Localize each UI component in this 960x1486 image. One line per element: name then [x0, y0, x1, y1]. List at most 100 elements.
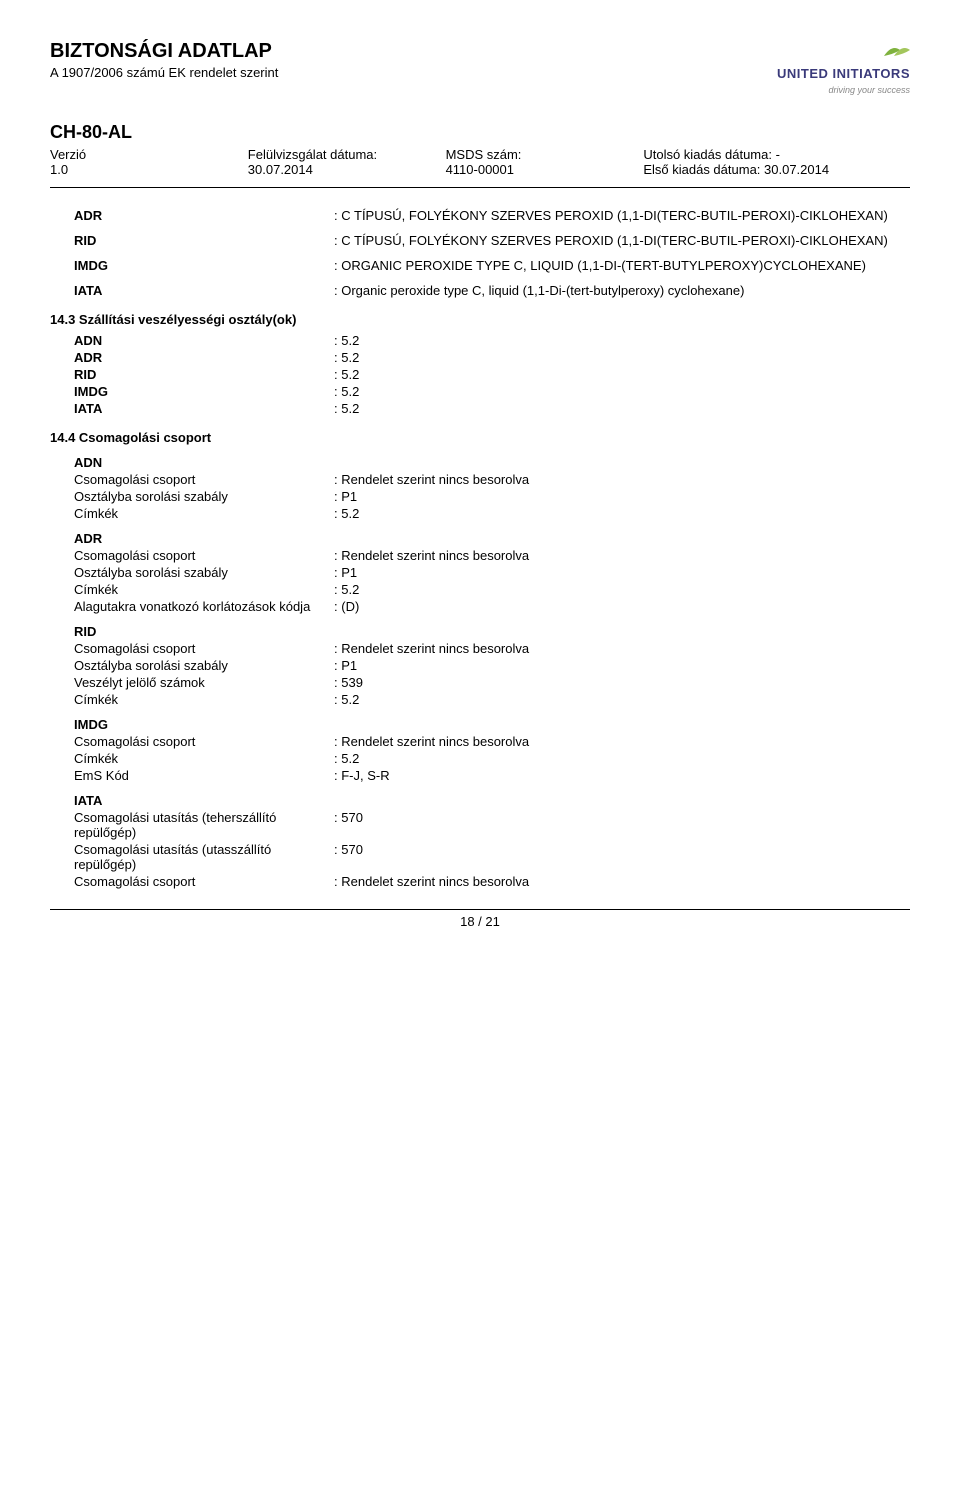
page-number: 18 / 21 — [460, 914, 500, 929]
rid-pkg-value: Rendelet szerint nincs besorolva — [334, 641, 910, 656]
imdg-ems-row: EmS KódF-J, S-R — [74, 768, 910, 783]
section-14-4-title: 14.4 Csomagolási csoport — [50, 430, 910, 445]
imdg-pkg-row: Csomagolási csoportRendelet szerint ninc… — [74, 734, 910, 749]
adr-cls-label: Osztályba sorolási szabály — [74, 565, 334, 580]
iata-cargo-label: Csomagolási utasítás (teherszállító repü… — [74, 810, 334, 840]
imdg-lab-label: Címkék — [74, 751, 334, 766]
adr-row: ADR C TÍPUSÚ, FOLYÉKONY SZERVES PEROXID … — [74, 208, 910, 223]
imdg-class-value: 5.2 — [334, 384, 910, 399]
meta-msds: MSDS szám: 4110-00001 — [446, 147, 624, 177]
imdg-lab-value: 5.2 — [334, 751, 910, 766]
iata-pkg-label: Csomagolási csoport — [74, 874, 334, 889]
iata-label: IATA — [74, 283, 334, 298]
adn-cls-row: Osztályba sorolási szabályP1 — [74, 489, 910, 504]
adn-group-head: ADN — [74, 455, 910, 470]
iata-cargo-value: 570 — [334, 810, 910, 840]
adr-lab-label: Címkék — [74, 582, 334, 597]
transport-names-section: ADR C TÍPUSÚ, FOLYÉKONY SZERVES PEROXID … — [50, 208, 910, 298]
doc-subtitle: A 1907/2006 számú EK rendelet szerint — [50, 65, 278, 80]
imdg-lab-row: Címkék5.2 — [74, 751, 910, 766]
adn-class-row: ADN5.2 — [74, 333, 910, 348]
adn-pkg-label: Csomagolási csoport — [74, 472, 334, 487]
adr-pkg-row: Csomagolási csoportRendelet szerint ninc… — [74, 548, 910, 563]
meta-dates: Utolsó kiadás dátuma: - Első kiadás dátu… — [643, 147, 910, 177]
iata-pax-label: Csomagolási utasítás (utasszállító repül… — [74, 842, 334, 872]
iata-pax-value: 570 — [334, 842, 910, 872]
adn-pkg-value: Rendelet szerint nincs besorolva — [334, 472, 910, 487]
meta-version: Verzió 1.0 — [50, 147, 228, 177]
adr-class-value: 5.2 — [334, 350, 910, 365]
rid-haz-value: 539 — [334, 675, 910, 690]
adr-pkg-label: Csomagolási csoport — [74, 548, 334, 563]
version-label: Verzió — [50, 147, 228, 162]
rid-class-row: RID5.2 — [74, 367, 910, 382]
adr-lab-row: Címkék5.2 — [74, 582, 910, 597]
rid-lab-value: 5.2 — [334, 692, 910, 707]
adn-cls-label: Osztályba sorolási szabály — [74, 489, 334, 504]
adr-tun-row: Alagutakra vonatkozó korlátozások kódja(… — [74, 599, 910, 614]
rid-value: C TÍPUSÚ, FOLYÉKONY SZERVES PEROXID (1,1… — [334, 233, 910, 248]
iata-pkg-value: Rendelet szerint nincs besorolva — [334, 874, 910, 889]
last-issue: Utolsó kiadás dátuma: - — [643, 147, 910, 162]
logo-brand-text: UNITED INITIATORS — [777, 66, 910, 81]
msds-label: MSDS szám: — [446, 147, 624, 162]
iata-class-value: 5.2 — [334, 401, 910, 416]
adr-label: ADR — [74, 208, 334, 223]
adr-cls-value: P1 — [334, 565, 910, 580]
adr-pkg-value: Rendelet szerint nincs besorolva — [334, 548, 910, 563]
imdg-class-label: IMDG — [74, 384, 334, 399]
adr-lab-value: 5.2 — [334, 582, 910, 597]
meta-revdate: Felülvizsgálat dátuma: 30.07.2014 — [248, 147, 426, 177]
adn-lab-value: 5.2 — [334, 506, 910, 521]
adr-value: C TÍPUSÚ, FOLYÉKONY SZERVES PEROXID (1,1… — [334, 208, 910, 223]
imdg-ems-label: EmS Kód — [74, 768, 334, 783]
msds-value: 4110-00001 — [446, 162, 624, 177]
revdate-label: Felülvizsgálat dátuma: — [248, 147, 426, 162]
iata-pax-row: Csomagolási utasítás (utasszállító repül… — [74, 842, 910, 872]
section-14-3-body: ADN5.2 ADR5.2 RID5.2 IMDG5.2 IATA5.2 — [50, 333, 910, 416]
imdg-class-row: IMDG5.2 — [74, 384, 910, 399]
adn-class-value: 5.2 — [334, 333, 910, 348]
adn-lab-label: Címkék — [74, 506, 334, 521]
imdg-ems-value: F-J, S-R — [334, 768, 910, 783]
iata-cargo-row: Csomagolási utasítás (teherszállító repü… — [74, 810, 910, 840]
adr-class-row: ADR5.2 — [74, 350, 910, 365]
rid-haz-label: Veszélyt jelölő számok — [74, 675, 334, 690]
company-logo: UNITED INITIATORS driving your success — [777, 40, 910, 96]
section-14-4-body: ADN Csomagolási csoportRendelet szerint … — [50, 455, 910, 889]
rid-row: RID C TÍPUSÚ, FOLYÉKONY SZERVES PEROXID … — [74, 233, 910, 248]
logo-tagline: driving your success — [828, 85, 910, 95]
iata-class-row: IATA5.2 — [74, 401, 910, 416]
iata-class-label: IATA — [74, 401, 334, 416]
rid-cls-label: Osztályba sorolási szabály — [74, 658, 334, 673]
adn-pkg-row: Csomagolási csoportRendelet szerint ninc… — [74, 472, 910, 487]
adr-cls-row: Osztályba sorolási szabályP1 — [74, 565, 910, 580]
iata-row: IATA Organic peroxide type C, liquid (1,… — [74, 283, 910, 298]
adn-class-label: ADN — [74, 333, 334, 348]
meta-row: Verzió 1.0 Felülvizsgálat dátuma: 30.07.… — [50, 147, 910, 188]
section-14-3-title: 14.3 Szállítási veszélyességi osztály(ok… — [50, 312, 910, 327]
title-block: BIZTONSÁGI ADATLAP A 1907/2006 számú EK … — [50, 40, 278, 80]
imdg-group-head: IMDG — [74, 717, 910, 732]
rid-class-label: RID — [74, 367, 334, 382]
adn-cls-value: P1 — [334, 489, 910, 504]
revdate-value: 30.07.2014 — [248, 162, 426, 177]
rid-cls-row: Osztályba sorolási szabályP1 — [74, 658, 910, 673]
imdg-value: ORGANIC PEROXIDE TYPE C, LIQUID (1,1-DI-… — [334, 258, 910, 273]
page-footer: 18 / 21 — [50, 909, 910, 929]
rid-pkg-row: Csomagolási csoportRendelet szerint ninc… — [74, 641, 910, 656]
leaf-icon — [882, 40, 910, 65]
product-code: CH-80-AL — [50, 122, 910, 143]
adn-lab-row: Címkék5.2 — [74, 506, 910, 521]
rid-lab-label: Címkék — [74, 692, 334, 707]
rid-pkg-label: Csomagolási csoport — [74, 641, 334, 656]
imdg-label: IMDG — [74, 258, 334, 273]
page-header: BIZTONSÁGI ADATLAP A 1907/2006 számú EK … — [50, 40, 910, 96]
iata-pkg-row: Csomagolási csoportRendelet szerint ninc… — [74, 874, 910, 889]
imdg-pkg-label: Csomagolási csoport — [74, 734, 334, 749]
rid-lab-row: Címkék5.2 — [74, 692, 910, 707]
iata-group-head: IATA — [74, 793, 910, 808]
doc-title: BIZTONSÁGI ADATLAP — [50, 40, 278, 63]
adr-group-head: ADR — [74, 531, 910, 546]
rid-label: RID — [74, 233, 334, 248]
